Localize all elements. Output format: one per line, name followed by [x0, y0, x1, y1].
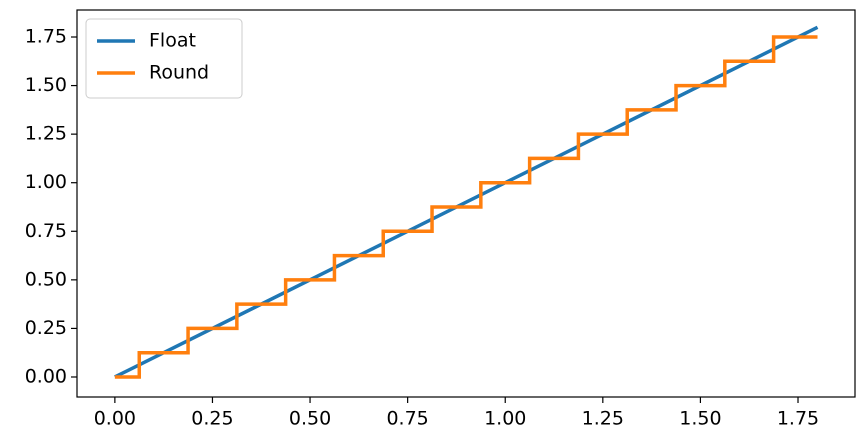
x-tick-label: 1.00 [484, 408, 526, 430]
y-tick-label: 1.25 [25, 123, 67, 145]
legend-label: Float [149, 30, 196, 52]
y-tick-label: 1.50 [25, 74, 67, 96]
y-tick-label: 0.50 [25, 268, 67, 290]
x-tick-label: 0.25 [191, 408, 233, 430]
x-tick-label: 1.25 [582, 408, 624, 430]
x-tick-label: 1.50 [679, 408, 721, 430]
x-tick-label: 0.00 [94, 408, 136, 430]
x-tick-label: 0.50 [289, 408, 331, 430]
x-tick-label: 1.75 [777, 408, 819, 430]
y-tick-label: 1.00 [25, 171, 67, 193]
legend-box [85, 18, 243, 99]
line-series [114, 35, 818, 379]
legend-label: Round [149, 62, 209, 84]
x-tick-label: 0.75 [386, 408, 428, 430]
plot-frame [76, 9, 856, 398]
y-tick-label: 1.75 [25, 26, 67, 48]
y-tick-label: 0.00 [25, 365, 67, 387]
y-tick-label: 0.25 [25, 317, 67, 339]
y-tick-label: 0.75 [25, 220, 67, 242]
